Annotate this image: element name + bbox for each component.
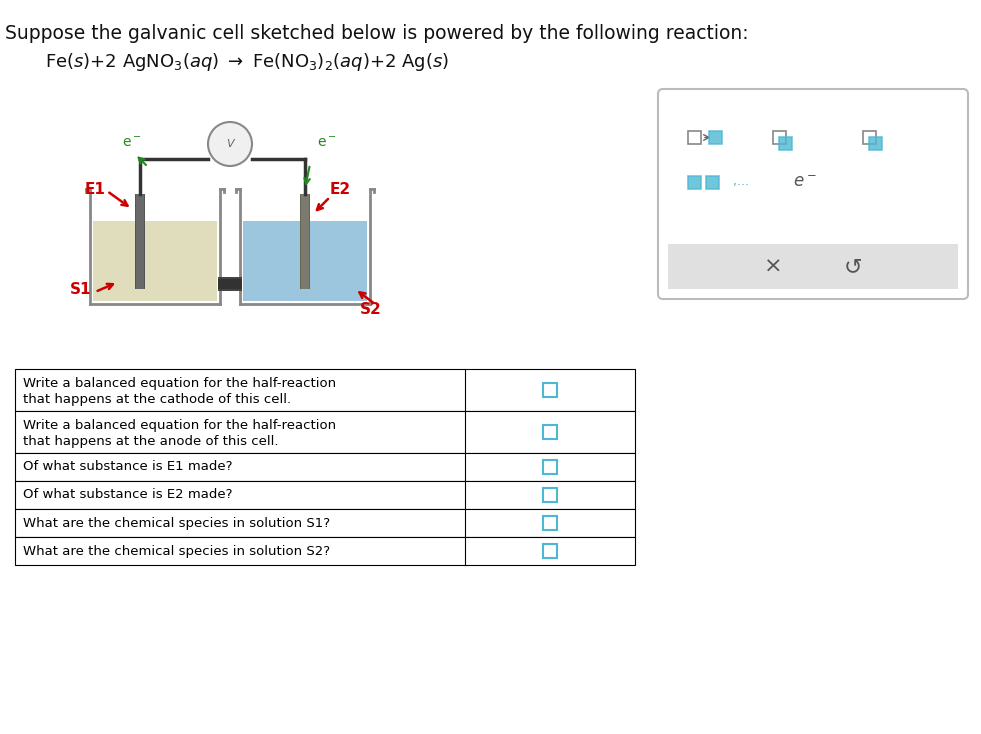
Text: S2: S2 [360, 302, 382, 317]
Text: Of what substance is E1 made?: Of what substance is E1 made? [23, 460, 232, 473]
Bar [779, 137, 792, 150]
Circle shape [208, 122, 252, 166]
Bar [543, 425, 557, 439]
Text: ↺: ↺ [844, 257, 862, 277]
Text: Write a balanced equation for the half-reaction: Write a balanced equation for the half-r… [23, 377, 336, 390]
Bar [15, 453, 635, 481]
Bar [218, 277, 242, 291]
Bar [709, 131, 722, 144]
Bar [543, 460, 557, 474]
Text: Write a balanced equation for the half-reaction: Write a balanced equation for the half-r… [23, 419, 336, 432]
Bar [15, 537, 635, 565]
Text: Of what substance is E2 made?: Of what substance is E2 made? [23, 489, 232, 501]
Bar [15, 481, 635, 509]
Text: that happens at the cathode of this cell.: that happens at the cathode of this cell… [23, 393, 291, 406]
Polygon shape [93, 221, 217, 301]
Bar [15, 369, 635, 411]
Bar [301, 194, 309, 289]
Text: E2: E2 [330, 182, 351, 197]
Bar [543, 488, 557, 502]
Text: E1: E1 [85, 182, 106, 197]
Text: Suppose the galvanic cell sketched below is powered by the following reaction:: Suppose the galvanic cell sketched below… [5, 24, 749, 43]
Bar [218, 279, 242, 289]
Text: e$^-$: e$^-$ [317, 136, 336, 150]
Bar [135, 194, 145, 289]
Text: ,...: ,... [733, 175, 749, 189]
Text: Fe$\mathit{(s)}$+2 AgNO$_3\mathit{(aq)}$ $\rightarrow$ Fe$\mathit{(}$NO$_3\mathi: Fe$\mathit{(s)}$+2 AgNO$_3\mathit{(aq)}$… [45, 51, 449, 73]
Bar [136, 194, 144, 289]
Text: e$^-$: e$^-$ [122, 136, 141, 150]
Bar [688, 131, 701, 144]
Bar [15, 411, 635, 453]
Bar [15, 509, 635, 537]
Bar [688, 176, 701, 189]
Bar [543, 516, 557, 530]
FancyBboxPatch shape [658, 89, 968, 299]
Bar [869, 137, 882, 150]
Text: ×: × [763, 257, 782, 277]
Text: $e^-$: $e^-$ [793, 173, 817, 191]
Bar [668, 244, 958, 289]
Polygon shape [243, 221, 367, 301]
Text: that happens at the anode of this cell.: that happens at the anode of this cell. [23, 435, 279, 448]
Bar [773, 131, 786, 144]
Text: What are the chemical species in solution S1?: What are the chemical species in solutio… [23, 517, 331, 529]
Bar [543, 544, 557, 558]
Text: V: V [227, 139, 233, 149]
Bar [863, 131, 876, 144]
Text: S1: S1 [70, 282, 91, 297]
Bar [300, 194, 310, 289]
Text: What are the chemical species in solution S2?: What are the chemical species in solutio… [23, 545, 331, 558]
Bar [543, 383, 557, 397]
Bar [706, 176, 719, 189]
